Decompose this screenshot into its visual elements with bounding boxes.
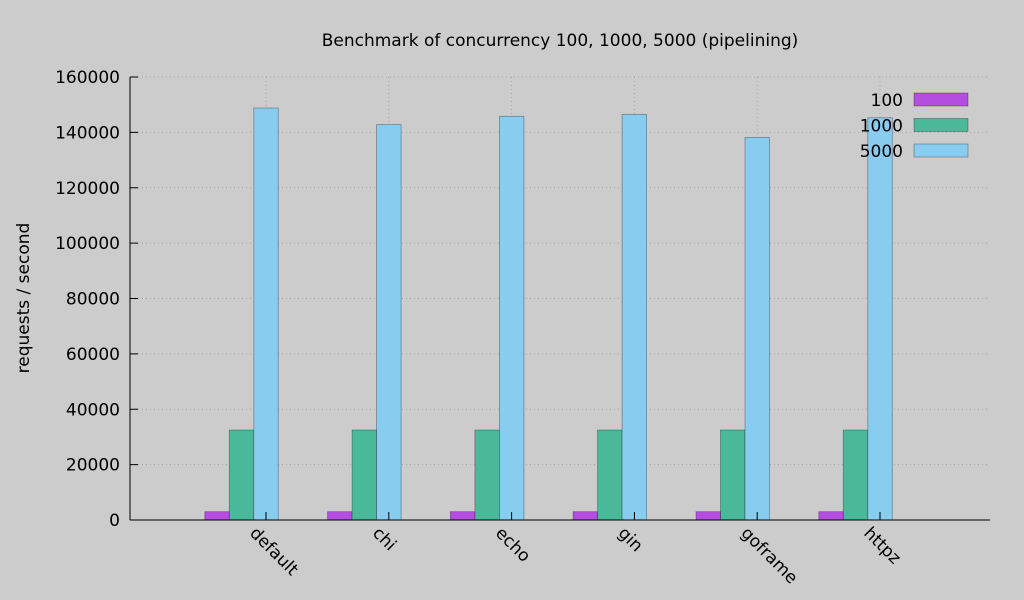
axes <box>129 76 990 521</box>
bar-100-default <box>204 511 230 521</box>
x-tick-label: goframe <box>737 523 802 588</box>
x-tick-labels: default chi echo gin goframe httpz <box>245 523 904 588</box>
legend-swatch-5000 <box>913 143 969 158</box>
y-tick-label: 60000 <box>66 345 120 365</box>
bar-5000-chi <box>376 124 402 521</box>
y-tick-labels: 0 20000 40000 60000 80000 100000 120000 140000 1… <box>55 68 120 531</box>
y-tick-label: 40000 <box>66 400 120 420</box>
bar-5000-default <box>253 107 279 521</box>
chart-title: Benchmark of concurrency 100, 1000, 5000… <box>322 31 799 51</box>
x-tick-label: echo <box>491 523 534 566</box>
bar-5000-gin <box>621 114 647 521</box>
y-axis-label: requests / second <box>14 223 34 374</box>
x-tick-label: gin <box>614 523 647 556</box>
bar-1000-goframe <box>720 429 746 521</box>
bar-5000-echo <box>498 115 525 521</box>
bar-5000-goframe <box>744 136 770 521</box>
bar-1000-gin <box>597 429 623 521</box>
bar-marks <box>204 107 893 521</box>
bar-1000-echo <box>474 429 500 521</box>
y-tick-label: 100000 <box>55 234 120 254</box>
bar-100-echo <box>449 511 476 521</box>
x-tick-label: chi <box>368 523 400 555</box>
y-tick-label: 160000 <box>55 68 120 88</box>
y-tick-label: 80000 <box>66 290 120 310</box>
bar-1000-chi <box>351 429 378 521</box>
legend-swatch-100 <box>913 92 969 107</box>
y-tick-label: 140000 <box>55 123 120 143</box>
legend-label: 100 <box>871 91 903 111</box>
bar-1000-default <box>228 429 255 521</box>
y-tick-label: 0 <box>109 511 120 531</box>
bar-100-gin <box>572 511 598 521</box>
y-tick-label: 20000 <box>66 456 120 476</box>
bar-5000-httpz <box>867 117 893 521</box>
legend: 100 1000 5000 <box>860 91 969 162</box>
x-tick-label: httpz <box>859 523 904 568</box>
legend-label: 5000 <box>860 142 903 162</box>
bar-100-chi <box>327 511 353 521</box>
bar-100-httpz <box>818 511 844 521</box>
bar-1000-httpz <box>842 429 869 521</box>
legend-swatch-1000 <box>913 118 969 132</box>
x-tick-label: default <box>245 523 302 580</box>
y-tick-label: 120000 <box>55 179 120 199</box>
legend-label: 1000 <box>860 117 903 137</box>
bar-100-goframe <box>695 511 721 521</box>
